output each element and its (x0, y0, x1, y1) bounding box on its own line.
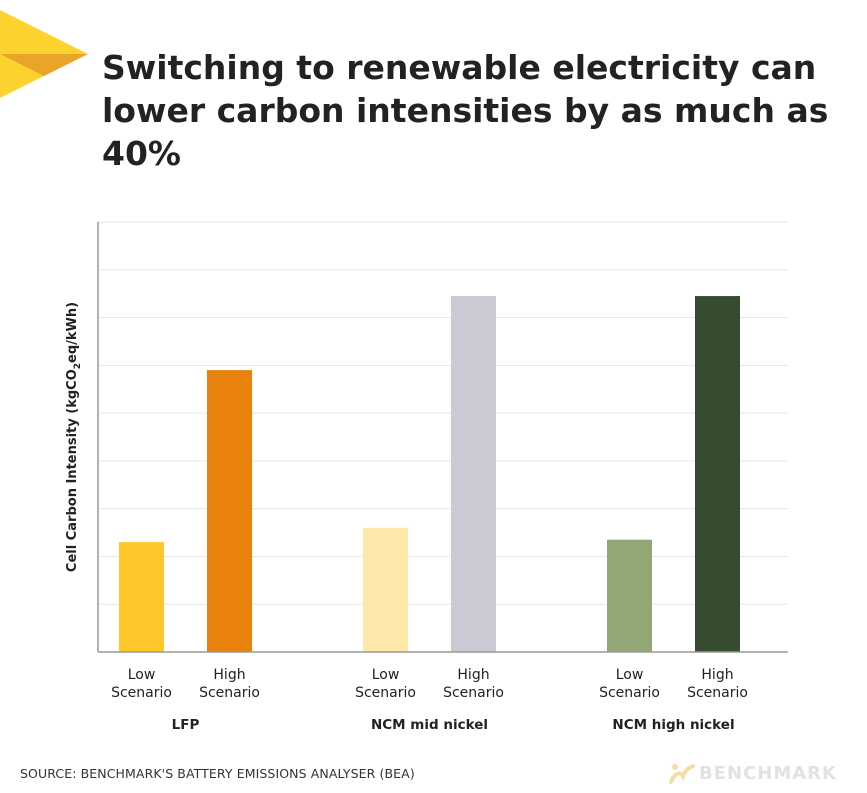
benchmark-logo-icon (668, 764, 695, 784)
group-label: NCM mid nickel (371, 717, 488, 733)
bars (119, 296, 740, 652)
chart-title: Switching to renewable electricity can l… (102, 48, 829, 173)
bar-tick-label: High Scenario (687, 667, 748, 701)
bar (207, 370, 252, 652)
y-axis-label: Cell Carbon Intensity (kgCO2eq/kWh) (65, 302, 83, 572)
axes (97, 222, 788, 653)
group-label: LFP (172, 717, 200, 733)
bar (451, 296, 496, 652)
bar (363, 527, 408, 652)
bar-tick-label: Low Scenario (111, 667, 172, 701)
brand-logo: BENCHMARK (668, 762, 837, 784)
source-note: SOURCE: BENCHMARK'S BATTERY EMISSIONS AN… (20, 766, 415, 781)
bar (607, 539, 652, 652)
bar-tick-label: Low Scenario (599, 667, 660, 701)
bar (119, 542, 164, 652)
bar (695, 296, 740, 652)
bar-tick-label: Low Scenario (355, 667, 416, 701)
gridlines (98, 221, 788, 605)
bar-tick-label: High Scenario (443, 667, 504, 701)
brand-triangle-icon (0, 10, 88, 98)
brand-name: BENCHMARK (698, 762, 837, 784)
group-label: NCM high nickel (612, 717, 734, 733)
bar-tick-label: High Scenario (199, 667, 260, 701)
